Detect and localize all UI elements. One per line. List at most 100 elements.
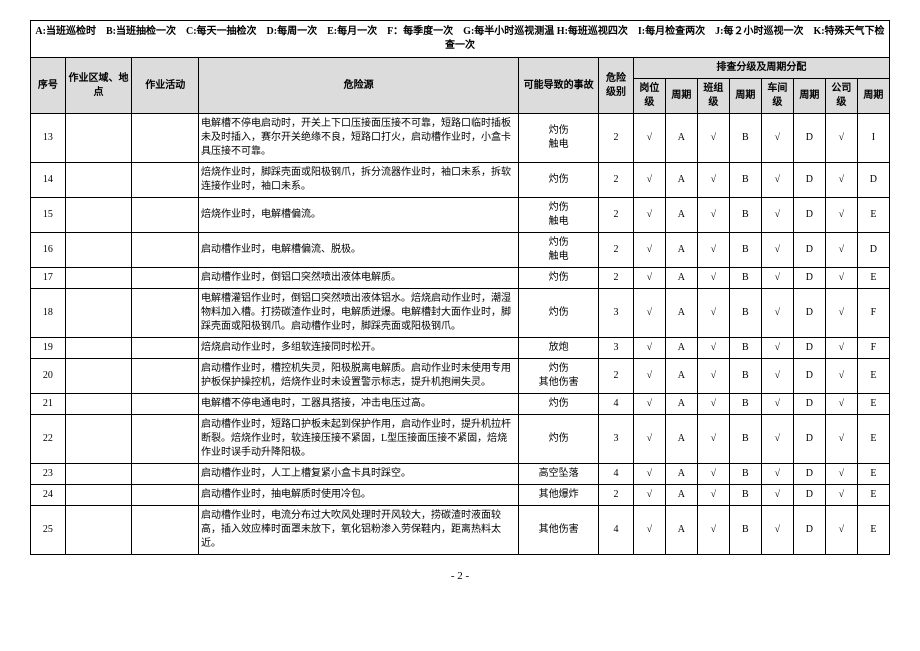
hdr-sub-0: 岗位级: [633, 79, 665, 114]
cell-c0: √: [633, 338, 665, 359]
cell-area: [65, 268, 132, 289]
cell-act: [132, 394, 199, 415]
cell-c5: D: [793, 233, 825, 268]
cell-c1: A: [665, 114, 697, 163]
cell-act: [132, 233, 199, 268]
cell-c6: √: [825, 289, 857, 338]
cell-accident: 放炮: [519, 338, 599, 359]
cell-c7: F: [857, 338, 889, 359]
table-row: 24启动槽作业时，抽电解质时使用冷包。其他爆炸2√A√B√D√E: [31, 485, 890, 506]
cell-c4: √: [761, 485, 793, 506]
cell-area: [65, 198, 132, 233]
hdr-sub-7: 周期: [857, 79, 889, 114]
cell-area: [65, 464, 132, 485]
cell-c5: D: [793, 506, 825, 555]
cell-c3: B: [729, 359, 761, 394]
cell-area: [65, 359, 132, 394]
cell-hazard: 启动槽作业时，人工上槽复紧小盒卡具时踩空。: [199, 464, 519, 485]
table-row: 18电解槽灌铝作业时，倒铝口突然喷出液体铝水。焙烧启动作业时，潮湿物料加入槽。打…: [31, 289, 890, 338]
table-row: 13电解槽不停电启动时，开关上下口压接面压接不可靠，短路口临时插板未及时插入，赛…: [31, 114, 890, 163]
cell-c1: A: [665, 359, 697, 394]
cell-c1: A: [665, 338, 697, 359]
hdr-haz: 危险源: [199, 58, 519, 114]
cell-c3: B: [729, 338, 761, 359]
cell-seq: 20: [31, 359, 66, 394]
cell-c3: B: [729, 268, 761, 289]
cell-c2: √: [697, 114, 729, 163]
cell-c4: √: [761, 394, 793, 415]
cell-seq: 18: [31, 289, 66, 338]
cell-area: [65, 485, 132, 506]
cell-accident: 其他伤害: [519, 506, 599, 555]
cell-accident: 灼伤: [519, 163, 599, 198]
page-number: - 2 -: [30, 570, 890, 582]
cell-accident: 灼伤触电: [519, 198, 599, 233]
cell-level: 3: [599, 289, 634, 338]
cell-c0: √: [633, 359, 665, 394]
cell-c0: √: [633, 198, 665, 233]
cell-area: [65, 233, 132, 268]
cell-area: [65, 415, 132, 464]
cell-level: 2: [599, 359, 634, 394]
cell-c7: D: [857, 163, 889, 198]
cell-c2: √: [697, 268, 729, 289]
cell-level: 3: [599, 415, 634, 464]
hdr-sub-3: 周期: [729, 79, 761, 114]
cell-c7: D: [857, 233, 889, 268]
cell-c0: √: [633, 163, 665, 198]
cell-c2: √: [697, 289, 729, 338]
hdr-group: 排查分级及周期分配: [633, 58, 889, 79]
table-row: 21电解槽不停电通电时，工器具搭接，冲击电压过高。灼伤4√A√B√D√E: [31, 394, 890, 415]
cell-hazard: 启动槽作业时，短路口护板未起到保护作用，启动作业时，提升机拉杆断裂。焙烧作业时，…: [199, 415, 519, 464]
cell-c5: D: [793, 163, 825, 198]
cell-hazard: 焙烧作业时，脚踩壳面或阳极钢爪，拆分流器作业时，袖口未系，拆软连接作业时，袖口未…: [199, 163, 519, 198]
cell-level: 2: [599, 163, 634, 198]
cell-accident: 灼伤触电: [519, 114, 599, 163]
cell-accident: 其他爆炸: [519, 485, 599, 506]
hdr-sub-1: 周期: [665, 79, 697, 114]
cell-c6: √: [825, 163, 857, 198]
cell-c7: E: [857, 485, 889, 506]
table-row: 20启动槽作业时，槽控机失灵，阳极脱离电解质。启动作业时未使用专用护板保护操控机…: [31, 359, 890, 394]
cell-c3: B: [729, 394, 761, 415]
cell-c1: A: [665, 268, 697, 289]
cell-c2: √: [697, 163, 729, 198]
cell-seq: 16: [31, 233, 66, 268]
cell-c1: A: [665, 394, 697, 415]
cell-c3: B: [729, 198, 761, 233]
cell-c7: I: [857, 114, 889, 163]
cell-act: [132, 163, 199, 198]
hdr-sub-5: 周期: [793, 79, 825, 114]
cell-c4: √: [761, 233, 793, 268]
cell-hazard: 启动槽作业时，倒铝口突然喷出液体电解质。: [199, 268, 519, 289]
cell-c2: √: [697, 485, 729, 506]
cell-accident: 灼伤: [519, 394, 599, 415]
cell-c4: √: [761, 198, 793, 233]
cell-accident: 灼伤其他伤害: [519, 359, 599, 394]
cell-c3: B: [729, 415, 761, 464]
cell-c2: √: [697, 359, 729, 394]
cell-c5: D: [793, 268, 825, 289]
cell-c7: E: [857, 359, 889, 394]
cell-c1: A: [665, 464, 697, 485]
cell-c4: √: [761, 163, 793, 198]
cell-c7: E: [857, 268, 889, 289]
cell-act: [132, 268, 199, 289]
cell-seq: 15: [31, 198, 66, 233]
cell-seq: 14: [31, 163, 66, 198]
cell-c7: E: [857, 464, 889, 485]
cell-c7: E: [857, 394, 889, 415]
cell-hazard: 启动槽作业时，电流分布过大吹风处理时开风较大，捞碳渣时液面较高，插入效应棒时面罩…: [199, 506, 519, 555]
cell-hazard: 启动槽作业时，抽电解质时使用冷包。: [199, 485, 519, 506]
cell-c5: D: [793, 289, 825, 338]
cell-act: [132, 338, 199, 359]
cell-c7: E: [857, 506, 889, 555]
cell-level: 2: [599, 233, 634, 268]
cell-c4: √: [761, 415, 793, 464]
cell-hazard: 电解槽不停电通电时，工器具搭接，冲击电压过高。: [199, 394, 519, 415]
table-row: 17启动槽作业时，倒铝口突然喷出液体电解质。灼伤2√A√B√D√E: [31, 268, 890, 289]
cell-c0: √: [633, 415, 665, 464]
cell-c0: √: [633, 464, 665, 485]
cell-c3: B: [729, 114, 761, 163]
cell-hazard: 启动槽作业时，电解槽偏流、脱极。: [199, 233, 519, 268]
